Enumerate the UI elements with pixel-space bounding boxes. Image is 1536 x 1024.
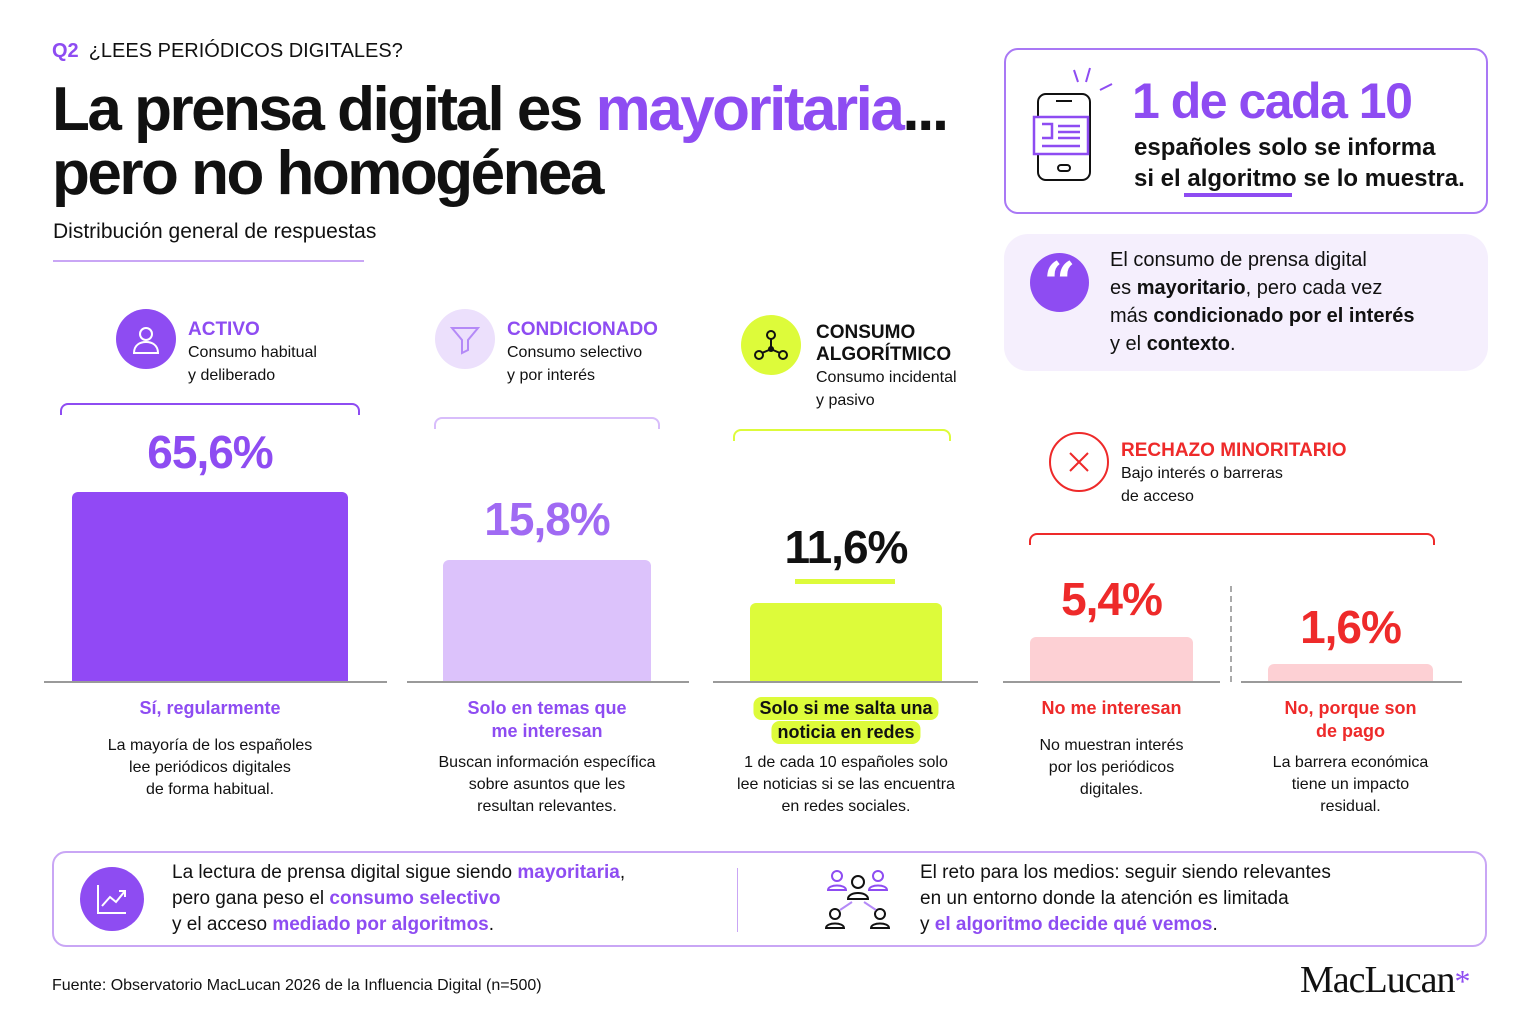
question-label: Q2 ¿LEES PERIÓDICOS DIGITALES? [52, 40, 403, 62]
description-line: tiene un impacto [1291, 776, 1410, 793]
value-label: 5,4% [1061, 573, 1163, 625]
description-line: de forma habitual. [145, 781, 275, 798]
category-label: Sí, regularmente [139, 697, 280, 720]
value-label: 11,6% [784, 521, 909, 573]
bar [443, 560, 651, 681]
bar [72, 492, 348, 681]
baseline [44, 681, 387, 683]
value-label: 15,8% [484, 493, 610, 545]
description-line: por los periódicos [1048, 759, 1175, 776]
category-label-line: Sí, regularmente [139, 698, 281, 718]
phone-news-icon [1032, 67, 1113, 181]
category-condicionado: CONDICIONADO Consumo selectivo y por inter… [507, 319, 658, 384]
bar [750, 603, 942, 681]
bracket [733, 429, 951, 441]
funnel-icon [435, 309, 495, 369]
underline [1184, 193, 1292, 197]
category-label: Solo en temas que me interesan [467, 697, 626, 743]
category-label-line: No me interesan [1041, 698, 1182, 718]
separator [1230, 586, 1232, 682]
bar [1268, 664, 1433, 681]
category-rechazo: RECHAZO MINORITARIO Bajo interés o barrer… [1121, 440, 1347, 505]
subtitle: Distribución general de respuestas [53, 220, 377, 243]
bar [1030, 637, 1193, 681]
category-label-line: de pago [1315, 721, 1385, 741]
description-line: lee noticias si se las encuentra [737, 776, 955, 793]
brand-logo: MacLucan* [1300, 959, 1470, 1001]
description: La mayoría de los españoles lee periódico… [108, 735, 313, 801]
user-icon [116, 309, 176, 369]
quote-box [1004, 234, 1488, 371]
category-label-line: Solo si me salta una [753, 697, 939, 720]
network-icon [741, 315, 801, 375]
value-underline [795, 579, 895, 584]
description-line: residual. [1320, 798, 1381, 815]
baseline [1241, 681, 1462, 683]
category-activo: ACTIVO Consumo habitual y deliberado [188, 319, 317, 384]
description-line: resultan relevantes. [477, 798, 617, 815]
close-icon [1049, 432, 1109, 492]
description-line: sobre asuntos que les [468, 776, 626, 793]
category-label-line: Solo en temas que [467, 698, 627, 718]
category-label: No me interesan [1041, 697, 1181, 720]
description: Buscan información específica sobre asunt… [439, 752, 656, 818]
highlight-text: españoles solo se informa si el algoritmo… [1134, 134, 1465, 192]
category-label: Solo si me salta una noticia en redes [753, 697, 939, 745]
quote-icon: “ [1030, 250, 1089, 316]
summary-text-left: La lectura de prensa digital sigue siend… [172, 862, 626, 935]
description-line: 1 de cada 10 españoles solo [744, 754, 948, 771]
value-label: 65,6% [147, 426, 273, 478]
value-label: 1,6% [1300, 601, 1402, 653]
description-line: lee periódicos digitales [129, 759, 291, 776]
category-label-line: noticia en redes [771, 721, 921, 744]
bracket [1029, 533, 1435, 545]
category-label-line: me interesan [491, 721, 603, 741]
highlight-stat: 1 de cada 10 [1132, 73, 1413, 129]
category-label-line: No, porque son [1284, 698, 1417, 718]
category-label: No, porque son de pago [1285, 697, 1417, 743]
summary-box [52, 851, 1487, 947]
description-line: Buscan información específica [438, 754, 656, 771]
baseline [1003, 681, 1220, 683]
people-network-icon [824, 870, 891, 929]
quote-text: El consumo de prensa digital es mayoritar… [1110, 249, 1415, 355]
category-algoritmico: CONSUMO ALGORÍTMICO Consumo incidental y pa… [816, 322, 957, 409]
trend-chart-icon [80, 867, 144, 931]
description: La barrera económica tiene un impacto resi… [1273, 752, 1429, 818]
source-note: Fuente: Observatorio MacLucan 2026 de la… [52, 977, 542, 994]
description-line: en redes sociales. [781, 798, 911, 815]
divider [737, 868, 738, 932]
baseline [407, 681, 689, 683]
baseline [713, 681, 978, 683]
page-title: La prensa digital es mayoritaria... pero … [52, 75, 949, 208]
bracket [434, 417, 660, 429]
description: No muestran interés por los periódicos dig… [1039, 735, 1183, 801]
description-line: La mayoría de los españoles [107, 737, 313, 754]
bracket [60, 403, 360, 415]
divider [53, 260, 364, 262]
description-line: La barrera económica [1272, 754, 1429, 771]
description-line: No muestran interés [1039, 737, 1184, 754]
description: 1 de cada 10 españoles solo lee noticias … [737, 752, 955, 818]
description-line: digitales. [1079, 781, 1144, 798]
highlight-box [1004, 48, 1488, 214]
summary-text-right: El reto para los medios: seguir siendo r… [920, 862, 1331, 935]
